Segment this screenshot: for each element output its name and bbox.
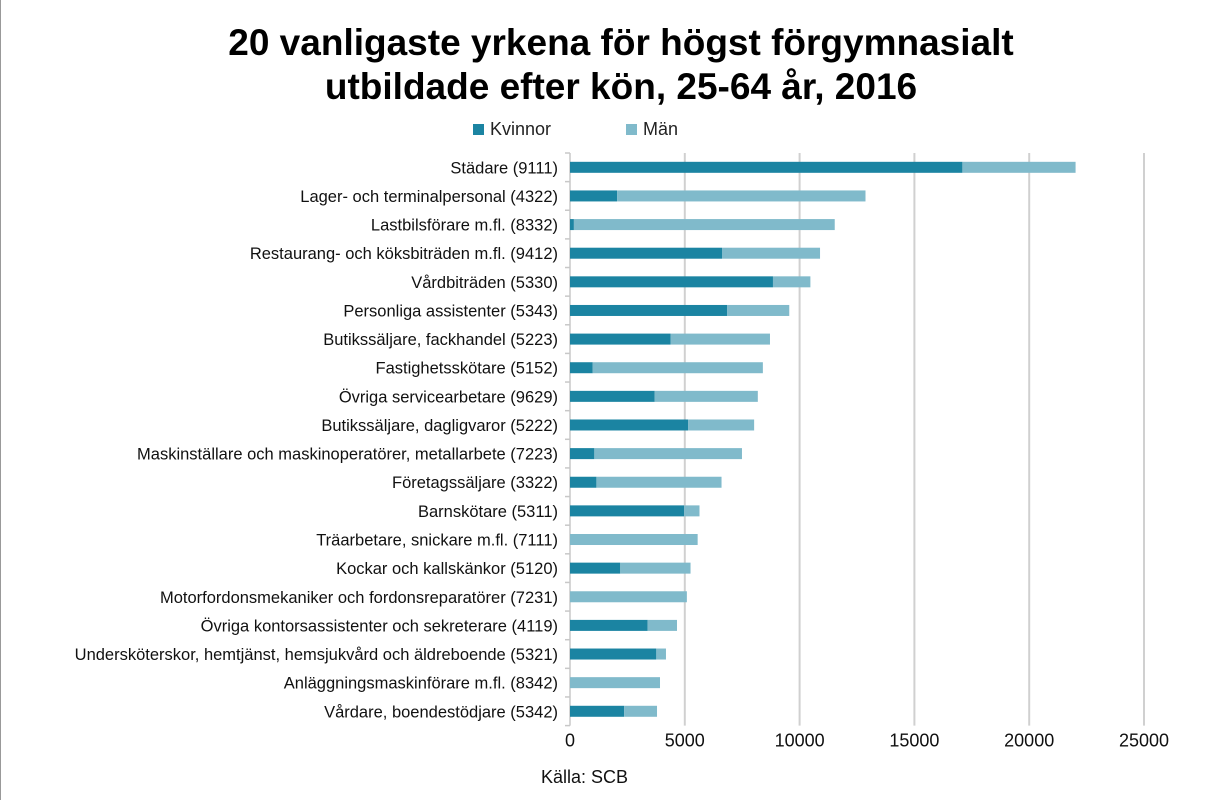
bar-kvinnor	[570, 390, 655, 402]
bar-man	[570, 677, 661, 689]
legend-swatch-man	[626, 124, 637, 135]
legend-label-man: Män	[643, 119, 679, 139]
bar-kvinnor	[570, 161, 963, 173]
bar-man	[654, 390, 758, 402]
bar-kvinnor	[570, 619, 648, 631]
bar-man	[596, 476, 722, 488]
category-label: Vårdbiträden (5330)	[411, 274, 558, 292]
category-label: Barnskötare (5311)	[418, 503, 558, 521]
bar-man	[592, 362, 763, 374]
chart-title-line-1: 20 vanligaste yrkena för högst förgymnas…	[228, 22, 1014, 63]
x-tick-label: 0	[565, 731, 575, 751]
category-label: Anläggningsmaskinförare m.fl. (8342)	[284, 675, 558, 693]
category-label: Företagssäljare (3322)	[392, 474, 558, 492]
category-label: Övriga servicearbetare (9629)	[339, 388, 558, 406]
bar-kvinnor	[570, 362, 593, 374]
category-label: Personliga assistenter (5343)	[343, 302, 558, 320]
x-tick-label: 20000	[1004, 731, 1054, 751]
category-label: Lastbilsförare m.fl. (8332)	[371, 217, 558, 235]
category-label: Städare (9111)	[450, 159, 558, 177]
bar-kvinnor	[570, 648, 657, 660]
category-label: Maskinställare och maskinoperatörer, met…	[137, 446, 558, 464]
chart-title-line-2: utbildade efter kön, 25-64 år, 2016	[324, 66, 918, 107]
bar-kvinnor	[570, 448, 595, 460]
bar-kvinnor	[570, 276, 773, 288]
bar-man	[656, 648, 666, 660]
bar-man	[624, 705, 658, 717]
category-label: Butikssäljare, dagligvaror (5222)	[321, 417, 558, 435]
source-note: Källa: SCB	[541, 767, 629, 787]
bar-man	[962, 161, 1076, 173]
category-label: Lager- och terminalpersonal (4322)	[300, 188, 558, 206]
bar-kvinnor	[570, 247, 722, 259]
bar-man	[573, 219, 835, 231]
bar-man	[772, 276, 811, 288]
category-label: Kockar och kallskänkor (5120)	[336, 560, 558, 578]
legend-item-man: Män	[626, 119, 678, 140]
category-label: Restaurang- och köksbiträden m.fl. (9412…	[250, 245, 558, 263]
bar-man	[617, 190, 866, 202]
x-tick-label: 10000	[775, 731, 825, 751]
bar-man	[570, 534, 698, 546]
x-tick-label: 15000	[889, 731, 939, 751]
bar-man	[721, 247, 821, 259]
bar-kvinnor	[570, 505, 685, 517]
bar-man	[688, 419, 755, 431]
legend-swatch-kvinnor	[473, 124, 484, 135]
x-tick-label: 25000	[1119, 731, 1169, 751]
bar-man	[727, 304, 790, 316]
category-label: Fastighetsskötare (5152)	[375, 360, 558, 378]
bar-man	[670, 333, 770, 345]
category-label: Butikssäljare, fackhandel (5223)	[323, 331, 558, 349]
legend-label-kvinnor: Kvinnor	[490, 119, 552, 139]
category-label: Motorfordonsmekaniker och fordonsreparat…	[160, 589, 558, 607]
category-label: Undersköterskor, hemtjänst, hemsjukvård …	[75, 646, 558, 664]
bar-man	[570, 591, 687, 603]
bar-kvinnor	[570, 562, 621, 574]
category-label: Träarbetare, snickare m.fl. (7111)	[316, 532, 558, 550]
bar-man	[594, 448, 742, 460]
bar-kvinnor	[570, 333, 671, 345]
category-label: Övriga kontorsassistenter och sekreterar…	[201, 617, 558, 635]
bar-kvinnor	[570, 190, 618, 202]
bar-kvinnor	[570, 304, 728, 316]
bar-man	[684, 505, 700, 517]
legend-item-kvinnor: Kvinnor	[473, 119, 551, 140]
category-label: Vårdare, boendestödjare (5342)	[324, 703, 558, 721]
bar-kvinnor	[570, 219, 574, 231]
bar-kvinnor	[570, 476, 597, 488]
bar-man	[620, 562, 691, 574]
bar-kvinnor	[570, 419, 689, 431]
x-tick-label: 5000	[665, 731, 705, 751]
bar-man	[647, 619, 677, 631]
bar-kvinnor	[570, 705, 625, 717]
